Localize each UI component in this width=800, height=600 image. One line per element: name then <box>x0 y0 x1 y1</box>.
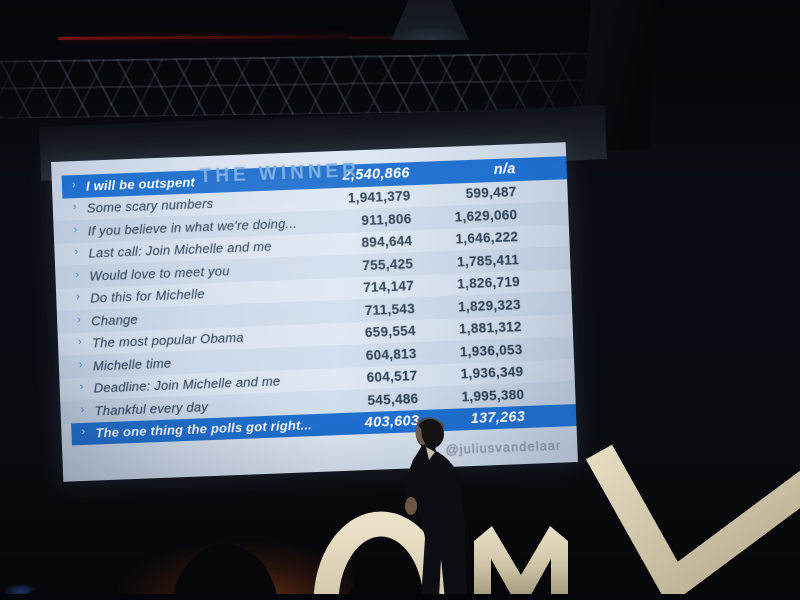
value1-cell: 659,554 <box>364 323 417 341</box>
value2-cell: 1,826,719 <box>456 274 521 292</box>
value2-cell: 1,646,222 <box>455 229 519 247</box>
value2-cell: 1,629,060 <box>454 206 518 225</box>
chevron-bullet-icon: › <box>81 426 86 439</box>
chevron-bullet-icon: › <box>71 178 76 191</box>
speaker-twitter-handle: @juliusvandelaar <box>445 437 562 458</box>
slide-table: › I will be outspent 2,540,866 n/a › Som… <box>52 156 577 446</box>
chevron-bullet-icon: › <box>72 201 77 214</box>
value1-cell: 604,517 <box>366 368 418 386</box>
value1-cell: 545,486 <box>367 390 419 408</box>
chevron-bullet-icon: › <box>73 223 78 236</box>
chevron-bullet-icon: › <box>74 246 79 259</box>
value2-cell: 1,936,349 <box>460 364 524 382</box>
value2-cell: 599,487 <box>465 184 517 202</box>
chevron-bullet-icon: › <box>78 358 83 371</box>
value1-cell: 1,941,379 <box>347 188 411 206</box>
chevron-bullet-icon: › <box>79 381 84 394</box>
warm-floor-glow <box>118 543 353 600</box>
value2-cell: 1,995,380 <box>461 386 525 405</box>
subject-cell: The one thing the polls got right... <box>95 417 313 441</box>
hanging-speaker-icon <box>391 0 469 40</box>
stage-letter-V <box>585 444 800 600</box>
value2-cell: n/a <box>493 161 516 179</box>
value2-cell: 1,881,312 <box>458 319 523 337</box>
value2-cell: 1,785,411 <box>456 251 520 270</box>
value2-cell: 1,829,323 <box>457 296 522 315</box>
red-led-strip <box>57 34 351 41</box>
value2-cell: 1,936,053 <box>459 341 523 360</box>
value1-cell: 755,425 <box>362 255 414 273</box>
hand <box>405 497 417 515</box>
value2-cell: 137,263 <box>470 408 526 427</box>
chevron-bullet-icon: › <box>76 313 82 326</box>
chevron-bullet-icon: › <box>80 403 85 416</box>
projection-screen: THE WINNER › I will be outspent 2,540,86… <box>51 142 578 482</box>
blue-stray-light <box>4 584 38 598</box>
chevron-bullet-icon: › <box>76 291 81 304</box>
value1-cell: 604,813 <box>365 345 417 363</box>
value1-cell: 911,806 <box>361 210 412 228</box>
stage-letter-M <box>474 526 568 600</box>
chevron-bullet-icon: › <box>77 336 82 349</box>
chevron-bullet-icon: › <box>75 268 80 281</box>
value1-cell: 403,603 <box>364 412 420 431</box>
value1-cell: 894,644 <box>361 233 413 251</box>
value1-cell: 714,147 <box>362 278 415 296</box>
value1-cell: 711,543 <box>364 300 416 318</box>
